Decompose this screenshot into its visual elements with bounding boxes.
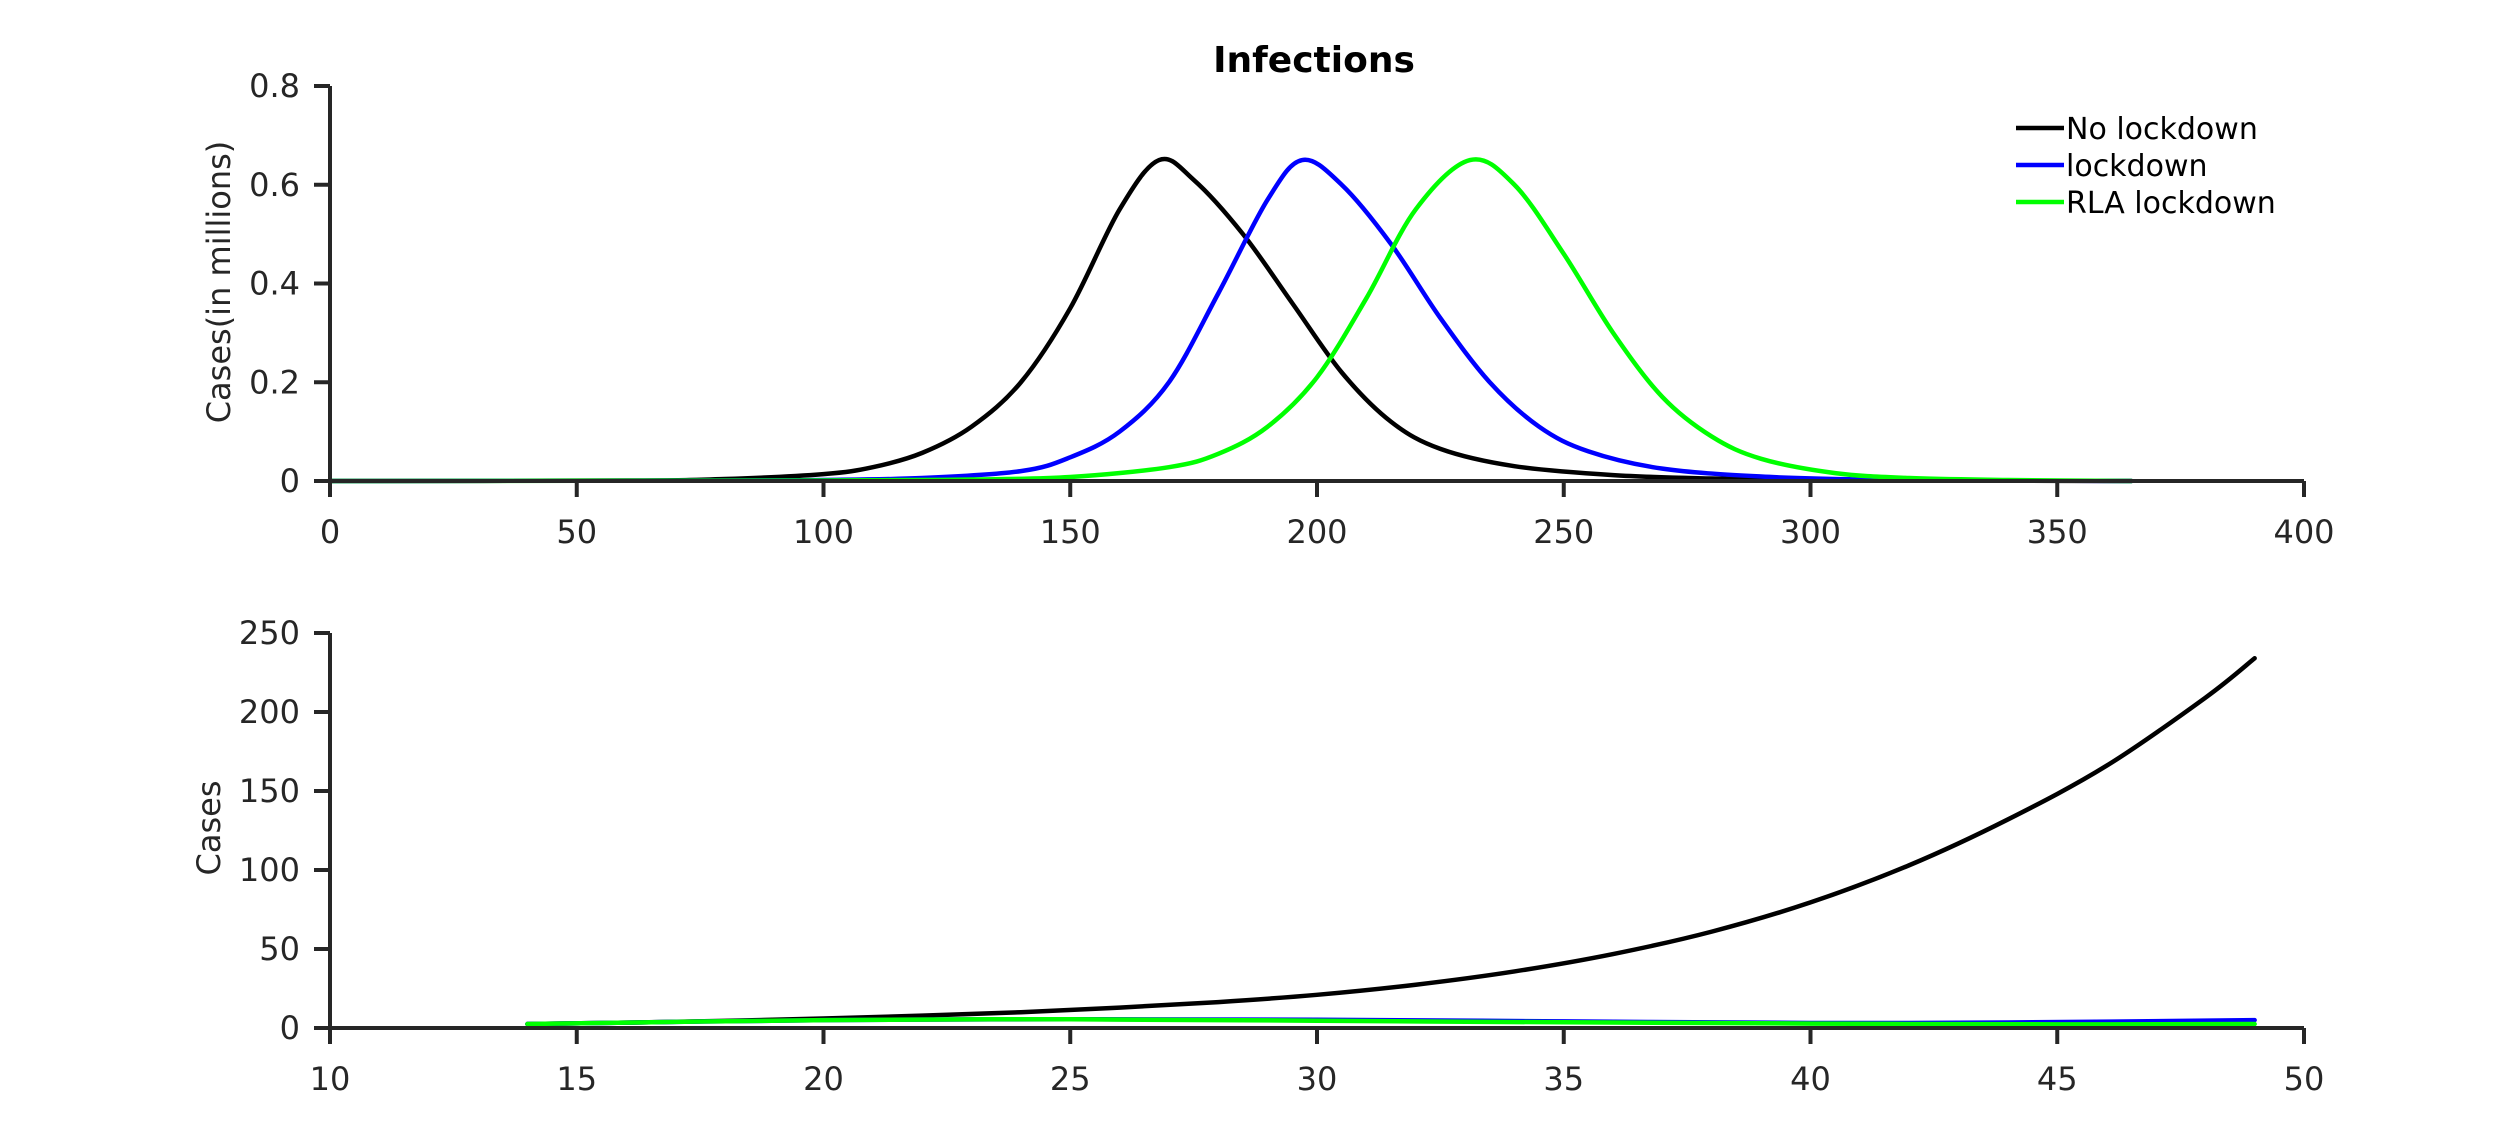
x-tick-label: 30 [1297,1060,1338,1098]
y-tick-label: 0 [280,1009,300,1047]
series-line-rla-lockdown [327,157,2134,484]
series-line-rla-lockdown [525,1017,2257,1027]
x-tick-label: 10 [310,1060,351,1098]
series-layer [327,156,2134,484]
x-tick-label: 50 [2284,1060,2325,1098]
series-line-lockdown [327,157,2134,484]
y-tick-label: 0.6 [249,166,300,204]
x-tick-label: 100 [793,513,854,551]
axes: 10 15 20 25 30 35 40 45 50 0 50 100 150 200 250 [239,614,2324,1098]
legend-label-lockdown: lockdown [2066,149,2208,184]
chart-title: Infections [1213,40,1415,81]
y-tick-label: 100 [239,851,300,889]
y-tick-label: 150 [239,772,300,810]
x-tick-label: 150 [1040,513,1101,551]
x-tick-label: 200 [1286,513,1347,551]
x-tick-label: 250 [1533,513,1594,551]
y-tick-label: 0.4 [249,265,300,303]
infections-chart: Infections Cases(in millions) 0 50 100 150 2… [200,40,2335,551]
axes: 0 50 100 150 200 250 300 350 400 0 0.2 0.4 0.6 0.8 [249,67,2334,551]
y-tick-label: 0 [280,462,300,500]
legend-label-no-lockdown: No lockdown [2066,112,2258,147]
y-tick-label: 0.2 [249,363,300,401]
y-axis-label: Cases [190,781,228,876]
y-tick-label: 50 [259,930,300,968]
x-tick-label: 45 [2037,1060,2078,1098]
x-tick-label: 400 [2273,513,2334,551]
x-tick-label: 300 [1780,513,1841,551]
early-cases-chart: Cases 10 15 20 25 30 35 40 45 50 0 50 100 150 200 250 [190,614,2324,1098]
y-tick-label: 250 [239,614,300,652]
x-tick-label: 350 [2027,513,2088,551]
x-tick-label: 15 [556,1060,597,1098]
x-tick-label: 25 [1050,1060,1091,1098]
series-line-no-lockdown [327,156,2134,484]
x-tick-label: 0 [320,513,340,551]
x-tick-label: 20 [803,1060,844,1098]
x-tick-label: 50 [556,513,597,551]
legend-label-rla-lockdown: RLA lockdown [2066,186,2276,221]
series-layer [525,656,2257,1027]
series-line-no-lockdown [525,656,2257,1027]
y-axis-label: Cases(in millions) [200,141,238,424]
y-tick-label: 0.8 [249,67,300,105]
x-tick-label: 35 [1543,1060,1584,1098]
y-tick-label: 200 [239,693,300,731]
x-tick-label: 40 [1790,1060,1831,1098]
